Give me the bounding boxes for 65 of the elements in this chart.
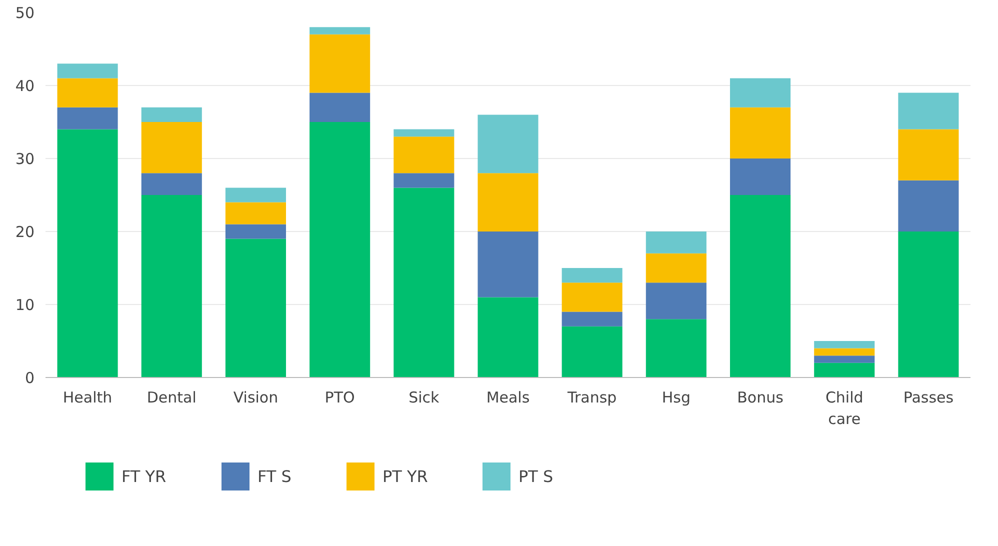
x-tick-label: Child care: [825, 388, 864, 428]
bar: [141, 173, 202, 195]
legend-label: PT YR: [382, 467, 428, 486]
bar: [646, 319, 706, 378]
x-tick-label: Vision: [233, 388, 278, 406]
bar: [141, 107, 202, 122]
bar: [310, 34, 370, 93]
bar: [814, 362, 875, 378]
bar: [225, 188, 286, 202]
bar: [394, 129, 454, 137]
bar: [730, 195, 791, 378]
bar: [814, 348, 875, 356]
bar: [310, 92, 370, 122]
bar: [898, 129, 959, 180]
bar: [57, 129, 118, 378]
bar: [57, 78, 118, 108]
x-tick-label: Hsg: [662, 388, 690, 406]
bar: [478, 114, 538, 174]
bar: [898, 92, 959, 130]
bar: [646, 253, 706, 283]
y-tick-label: 10: [15, 296, 35, 314]
x-tick-label: Meals: [486, 388, 530, 406]
bar: [57, 107, 118, 130]
y-tick-label: 40: [15, 77, 35, 95]
bar: [898, 232, 959, 378]
bar: [225, 224, 286, 239]
bar: [225, 238, 286, 378]
x-tick-label: Passes: [903, 388, 954, 406]
x-tick-label: Dental: [146, 388, 196, 406]
y-tick-label: 0: [24, 369, 35, 387]
bar: [478, 297, 538, 378]
legend-label: FT S: [258, 467, 292, 486]
bar: [310, 27, 370, 34]
bar: [646, 282, 706, 320]
bar: [562, 326, 622, 378]
legend-label: PT S: [518, 467, 554, 486]
bar: [562, 268, 622, 283]
bar: [730, 158, 791, 195]
x-tick-label: Health: [62, 388, 112, 406]
y-tick-label: 50: [15, 4, 35, 22]
bar: [562, 312, 622, 326]
bar: [141, 122, 202, 174]
bar: [310, 122, 370, 378]
y-tick-label: 30: [15, 150, 35, 168]
x-tick-label: Transp: [566, 388, 617, 406]
bar: [141, 195, 202, 378]
bar: [478, 232, 538, 298]
x-tick-label: Bonus: [737, 388, 784, 406]
x-tick-label: PTO: [324, 388, 355, 406]
bar: [394, 173, 454, 188]
bar: [646, 232, 706, 254]
bar: [562, 282, 622, 312]
bar: [478, 173, 538, 232]
bar: [814, 341, 875, 348]
legend-label: FT YR: [122, 467, 166, 486]
bar: [225, 202, 286, 224]
y-tick-label: 20: [15, 223, 35, 241]
bar: [730, 107, 791, 158]
x-tick-label: Sick: [408, 388, 440, 406]
bar: [814, 356, 875, 363]
bar: [730, 78, 791, 108]
bar: [394, 136, 454, 174]
bar: [57, 64, 118, 78]
bar: [394, 188, 454, 378]
bar: [898, 180, 959, 232]
